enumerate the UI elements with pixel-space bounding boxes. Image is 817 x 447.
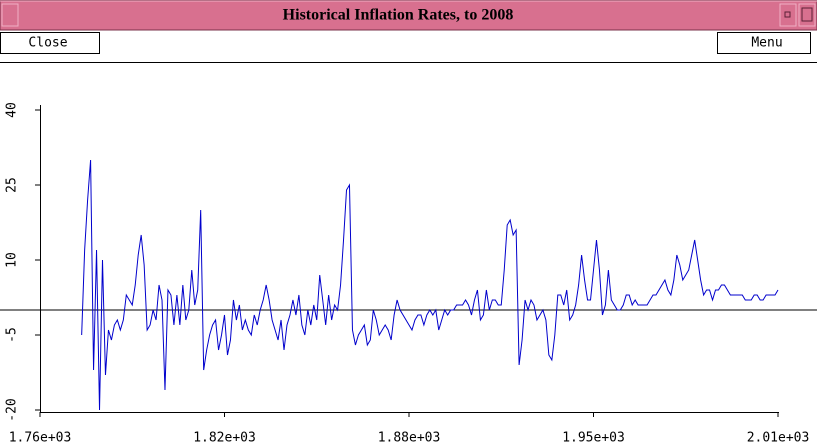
close-button[interactable] [0, 32, 100, 54]
minimize-button[interactable] [779, 3, 797, 27]
window-menu-button[interactable] [1, 3, 19, 27]
menu-button[interactable] [717, 32, 811, 54]
y-tick-label: 40 [5, 102, 20, 118]
window-title: Historical Inflation Rates, to 2008 [283, 7, 514, 24]
x-tick-label: 1.88e+03 [378, 431, 441, 446]
maximize-button[interactable] [798, 3, 816, 27]
close-button-label[interactable]: Close [28, 36, 67, 51]
maximize-icon [801, 7, 813, 22]
x-tick-label: 1.76e+03 [9, 431, 72, 446]
title-bar [0, 0, 817, 31]
chart: 40 25 10 -5 -20 1.76e+03 1.82e+03 1.88e+03 1.95e… [0, 102, 817, 446]
x-tick-label: 2.01e+03 [747, 431, 810, 446]
y-tick-label: -20 [5, 398, 20, 421]
inflation-line [81, 159, 779, 411]
menu-button-label[interactable]: Menu [751, 36, 782, 51]
minimize-icon [784, 11, 791, 18]
y-tick-label: 10 [5, 252, 20, 268]
y-tick-label: 25 [5, 177, 20, 193]
y-tick-label: -5 [5, 327, 20, 343]
x-tick-label: 1.95e+03 [562, 431, 625, 446]
x-tick-label: 1.82e+03 [193, 431, 256, 446]
